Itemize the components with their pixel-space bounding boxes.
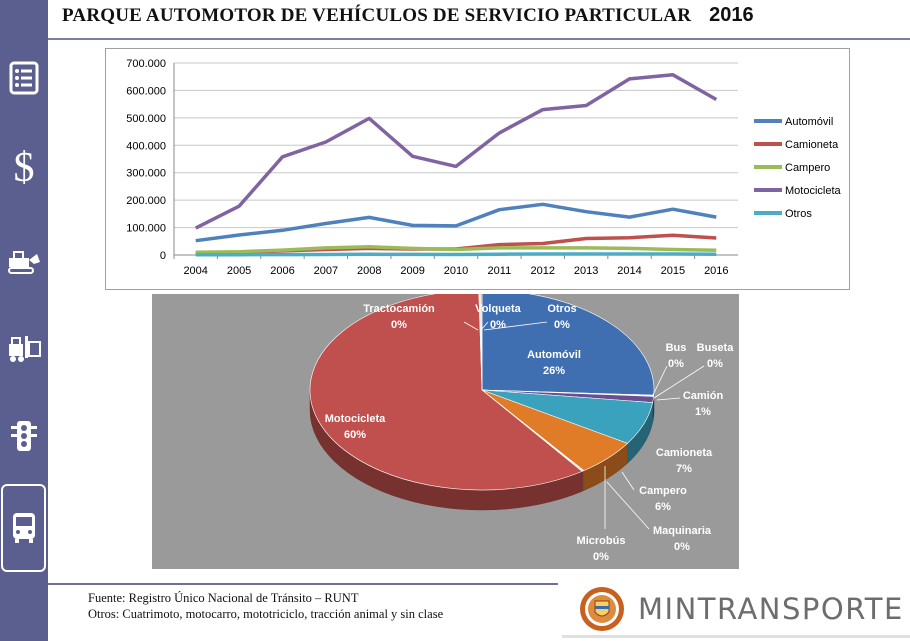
line-chart: 0 100.000 200.000 300.000 400.000 500.000 600.… [105,48,850,290]
pie-pct-label: 0% [593,551,609,563]
legend-label: Motocicleta [785,185,842,197]
logo-text: MINTRANSPORTE [638,592,904,626]
bus-button[interactable] [1,484,46,572]
pie-pct-label: 0% [707,358,723,370]
x-tick-label: 2005 [227,265,251,277]
series-line-otros [195,252,717,257]
pie-label: Microbús [577,535,626,547]
y-tick-label: 400.000 [126,140,166,152]
pie-leader-line [480,321,489,331]
pie-pct-label: 26% [543,365,565,377]
series-line-automóvil [195,202,717,243]
pie-leader-line [653,365,705,399]
x-tick-label: 2009 [400,265,424,277]
pie-leader-line [656,397,681,401]
coat-of-arms-icon [580,587,624,631]
pie-label: Campero [639,485,687,497]
x-tick-label: 2016 [704,265,728,277]
y-tick-label: 600.000 [126,85,166,97]
pie-leader-line [606,481,650,530]
pie-label: Volqueta [475,303,522,315]
pie-slice-motocicleta [309,289,583,491]
pie-pct-label: 7% [676,463,692,475]
pie-label: Motocicleta [325,413,386,425]
x-tick-label: 2006 [270,265,294,277]
pie-pct-label: 60% [344,429,366,441]
pie-pct-label: 0% [554,319,570,331]
pie-label: Camión [683,390,724,402]
title-divider [48,38,910,40]
legend-label: Camioneta [785,139,839,151]
header: PARQUE AUTOMOTOR DE VEHÍCULOS DE SERVICI… [62,4,882,32]
pie-pct-label: 0% [674,541,690,553]
footer-divider [48,583,558,585]
pie-chart-panel: Automóvil 26% Bus 0% Buseta 0% Camión 1% Camione… [152,289,739,569]
pie-chart-svg: Automóvil 26% Bus 0% Buseta 0% Camión 1% Camione… [309,289,735,563]
x-tick-label: 2007 [314,265,338,277]
traffic-light-icon[interactable] [4,416,44,456]
pie-leader-line [483,321,548,331]
x-tick-label: 2010 [444,265,468,277]
line-chart-svg: 0 100.000 200.000 300.000 400.000 500.000 600.… [126,58,842,277]
pie-label: Buseta [697,342,735,354]
sidebar: $ [0,0,48,641]
footer: Fuente: Registro Único Nacional de Tráns… [88,590,443,622]
pie-label: Maquinaria [653,525,712,537]
others-note: Otros: Cuatrimoto, motocarro, mototricic… [88,607,444,621]
pie-leader-line [651,365,668,398]
x-tick-label: 2012 [531,265,555,277]
series-line-campero [195,245,717,255]
y-tick-label: 0 [160,250,166,262]
forklift-icon[interactable] [4,328,44,368]
y-tick-label: 700.000 [126,58,166,70]
pie-leader-line [463,321,479,331]
page-title: PARQUE AUTOMOTOR DE VEHÍCULOS DE SERVICI… [62,5,692,26]
mintransporte-logo: MINTRANSPORTE [578,584,908,634]
pie-label: Automóvil [527,349,581,361]
y-tick-label: 200.000 [126,195,166,207]
pie-pct-label: 0% [391,319,407,331]
bus-icon [4,508,44,548]
x-tick-label: 2004 [183,265,207,277]
pie-pct-label: 1% [695,406,711,418]
list-icon[interactable] [4,58,44,98]
pie-label: Bus [666,342,687,354]
y-tick-label: 500.000 [126,113,166,125]
legend-label: Otros [785,208,812,220]
truck-icon[interactable] [4,240,44,280]
x-tick-label: 2008 [357,265,381,277]
dollar-icon[interactable]: $ [4,145,44,191]
x-tick-label: 2015 [661,265,685,277]
legend-label: Automóvil [785,116,833,128]
x-tick-label: 2014 [617,265,641,277]
page-year: 2016 [709,4,754,26]
dollar-glyph: $ [13,145,35,191]
y-tick-label: 300.000 [126,168,166,180]
pie-label: Camioneta [656,447,713,459]
pie-leader-line [621,471,635,491]
series-line-motocicleta [194,73,718,230]
legend-label: Campero [785,162,830,174]
source-note: Fuente: Registro Único Nacional de Tráns… [88,591,359,605]
pie-pct-label: 0% [668,358,684,370]
x-tick-label: 2011 [488,265,512,277]
bottom-divider [562,635,910,638]
x-tick-label: 2013 [574,265,598,277]
pie-label: Otros [547,303,576,315]
y-tick-label: 100.000 [126,223,166,235]
pie-pct-label: 6% [655,501,671,513]
pie-label: Tractocamión [363,303,435,315]
